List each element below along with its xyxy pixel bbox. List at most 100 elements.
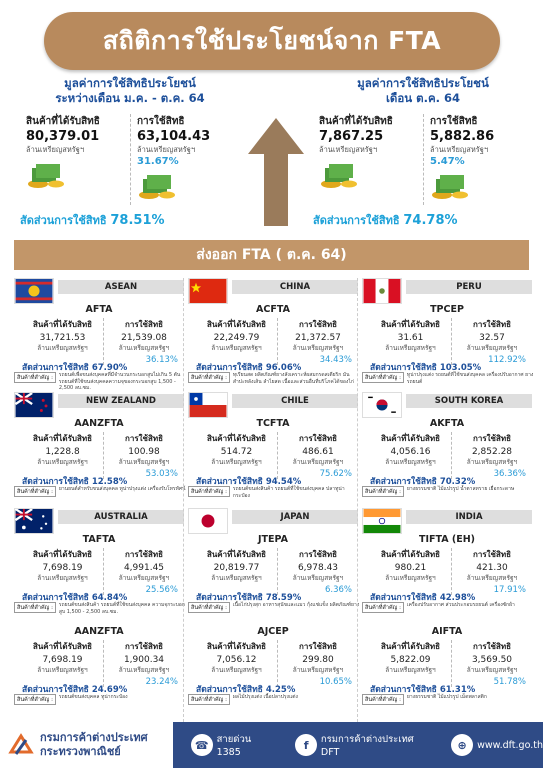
- key-products: สินค้าที่สำคัญ : ยางธรรมชาติ ไม้แปรรูป เม…: [362, 694, 534, 705]
- ratio-value: 67.90%: [91, 363, 128, 373]
- unit-label: ล้านเหรียญสหรัฐฯ: [385, 574, 436, 582]
- unit-label: ล้านเหรียญสหรัฐฯ: [292, 666, 344, 674]
- used-label: การใช้สิทธิ: [298, 320, 337, 329]
- key-products-text: ทุเรียนสด ผลิตภัณฑ์ยางสังเคราะห์ผสมกรดสเ…: [232, 372, 354, 385]
- ratio-label: สัดส่วนการใช้สิทธิ: [196, 593, 263, 603]
- key-products: สินค้าที่สำคัญ : เนื้อไก่ปรุงสุก อาหารสุน…: [188, 602, 360, 613]
- country-name: ASEAN: [58, 280, 184, 294]
- key-products-tag: สินค้าที่สำคัญ :: [188, 602, 230, 613]
- ratio-value: 94.54%: [265, 477, 302, 487]
- used-label: การใช้สิทธิ: [472, 550, 511, 559]
- eligible-value: 7,698.19: [42, 655, 83, 665]
- key-products-text: รถยนต์ขนส่งสินค้า รถยนต์ที่ใช้ขนส่งบุคคล…: [58, 602, 185, 615]
- used-pct: 75.62%: [319, 469, 352, 479]
- globe-icon: ⊕: [451, 734, 474, 756]
- agreement-name: TPCEP: [430, 304, 464, 315]
- ratio-label: สัดส่วนการใช้สิทธิ: [22, 685, 89, 695]
- unit-label: ล้านเหรียญสหรัฐฯ: [118, 666, 170, 674]
- unit-label: ล้านเหรียญสหรัฐฯ: [37, 666, 88, 674]
- website-link[interactable]: ⊕ www.dft.go.th: [451, 734, 543, 756]
- eligible-value: 7,056.12: [216, 655, 257, 665]
- ratio-row: สัดส่วนการใช้สิทธิ 4.25%: [196, 682, 358, 696]
- country-name: CHINA: [232, 280, 358, 294]
- eligible-label: สินค้าที่ได้รับสิทธิ: [380, 550, 441, 559]
- ratio-label: สัดส่วนการใช้สิทธิ: [370, 593, 437, 603]
- ratio-value: 64.84%: [91, 593, 128, 603]
- used-pct: 23.24%: [145, 677, 178, 687]
- south-korea-flag-icon: [362, 392, 402, 418]
- key-products-tag: สินค้าที่สำคัญ :: [188, 486, 230, 497]
- unit-label: ล้านเหรียญสหรัฐฯ: [292, 344, 344, 352]
- eligible-value: 5,822.09: [390, 655, 431, 665]
- up-arrow-icon: [248, 118, 304, 226]
- ratio-row: สัดส่วนการใช้สิทธิ 12.58%: [22, 474, 184, 488]
- unit-label: ล้านเหรียญสหรัฐฯ: [211, 666, 262, 674]
- key-products: สินค้าที่สำคัญ : รถยนต์เพื่อขนส่งบุคคลที่…: [14, 372, 186, 392]
- ratio-value: 96.06%: [265, 363, 302, 373]
- unit-label: ล้านเหรียญสหรัฐฯ: [118, 574, 170, 582]
- used-pct: 34.43%: [319, 355, 352, 365]
- card-header: NEW ZEALAND: [14, 392, 184, 422]
- ratio-value: 103.05%: [439, 363, 482, 373]
- ratio-row: สัดส่วนการใช้สิทธิ 67.90%: [22, 360, 184, 374]
- used-label: การใช้สิทธิ: [124, 550, 163, 559]
- footer: กรมการค้าต่างประเทศ กระทรวงพาณิชย์ ☎ สาย…: [0, 722, 543, 768]
- ratio-value: 61.31%: [439, 685, 476, 695]
- ratio-label: สัดส่วนการใช้สิทธิ: [196, 477, 263, 487]
- used-label: การใช้สิทธิ: [124, 642, 163, 651]
- used-label: การใช้สิทธิ: [472, 642, 511, 651]
- used-value: 421.30: [476, 563, 508, 573]
- unit-label: ล้านเหรียญสหรัฐฯ: [466, 666, 518, 674]
- used-label: การใช้สิทธิ: [137, 116, 185, 127]
- phone-icon: ☎: [190, 734, 213, 756]
- used-label: การใช้สิทธิ: [298, 642, 337, 651]
- ratio-label: สัดส่วนการใช้สิทธิ: [22, 593, 89, 603]
- used-value: 100.98: [128, 447, 160, 457]
- summary-title: มูลค่าการใช้สิทธิประโยชน์ เดือน ต.ค. 64: [313, 76, 533, 106]
- used-pct: 36.36%: [493, 469, 526, 479]
- used-value: 5,882.86: [430, 129, 495, 144]
- country-name: JAPAN: [232, 510, 358, 524]
- eligible-label: สินค้าที่ได้รับสิทธิ: [32, 550, 93, 559]
- used-value: 6,978.43: [297, 563, 339, 573]
- key-products: สินค้าที่สำคัญ : ทุเรียนสด ผลิตภัณฑ์ยางสั…: [188, 372, 360, 385]
- ratio-value: 78.59%: [265, 593, 302, 603]
- summary-oct: มูลค่าการใช้สิทธิประโยชน์ เดือน ต.ค. 64 …: [313, 76, 533, 229]
- agreement-name: ACFTA: [256, 304, 290, 315]
- agreement-name: TCFTA: [256, 418, 290, 429]
- key-products-tag: สินค้าที่สำคัญ :: [188, 694, 230, 705]
- ratio-value: 12.58%: [91, 477, 128, 487]
- key-products-tag: สินค้าที่สำคัญ :: [362, 372, 404, 383]
- used-pct: 51.78%: [493, 677, 526, 687]
- country-name: PERU: [406, 280, 532, 294]
- country-name: CHILE: [232, 394, 358, 408]
- eligible-value: 31.61: [397, 333, 424, 343]
- unit-label: ล้านเหรียญสหรัฐฯ: [118, 344, 170, 352]
- org-name: กรมการค้าต่างประเทศ: [40, 731, 148, 744]
- unit-label: ล้านเหรียญสหรัฐฯ: [211, 344, 262, 352]
- unit-label: ล้านเหรียญสหรัฐฯ: [466, 458, 518, 466]
- eligible-label: สินค้าที่ได้รับสิทธิ: [206, 642, 267, 651]
- ratio-value: 24.69%: [91, 685, 128, 695]
- china-flag-icon: [188, 278, 228, 304]
- eligible-value: 22,249.79: [213, 333, 260, 343]
- card-header: SOUTH KOREA: [362, 392, 532, 422]
- used-value: 486.61: [302, 447, 334, 457]
- key-products-text: ยางธรรมชาติ ไม้แปรรูป เม็ดพลาสติก: [406, 694, 487, 700]
- ratio-row: สัดส่วนการใช้สิทธิ 61.31%: [370, 682, 532, 696]
- used-value: 63,104.43: [137, 129, 211, 144]
- ratio-row: สัดส่วนการใช้สิทธิ 78.51%: [20, 211, 240, 229]
- ratio-row: สัดส่วนการใช้สิทธิ 64.84%: [22, 590, 184, 604]
- peru-flag-icon: [362, 278, 402, 304]
- facebook-link[interactable]: f กรมการค้าต่างประเทศ DFT: [295, 732, 433, 758]
- title-banner: สถิติการใช้ประโยชน์จาก FTA: [44, 12, 500, 70]
- agreement-name: TAFTA: [82, 534, 116, 545]
- hotline[interactable]: ☎ สายด่วน 1385: [190, 732, 277, 758]
- ratio-value: 4.25%: [265, 685, 296, 695]
- export-section-bar: ส่งออก FTA ( ต.ค. 64): [14, 240, 529, 270]
- unit-label: ล้านเหรียญสหรัฐฯ: [37, 344, 88, 352]
- ratio-label: สัดส่วนการใช้สิทธิ: [370, 685, 437, 695]
- ratio-label: สัดส่วนการใช้สิทธิ: [313, 214, 400, 227]
- key-products-tag: สินค้าที่สำคัญ :: [362, 694, 404, 705]
- eligible-label: สินค้าที่ได้รับสิทธิ: [206, 320, 267, 329]
